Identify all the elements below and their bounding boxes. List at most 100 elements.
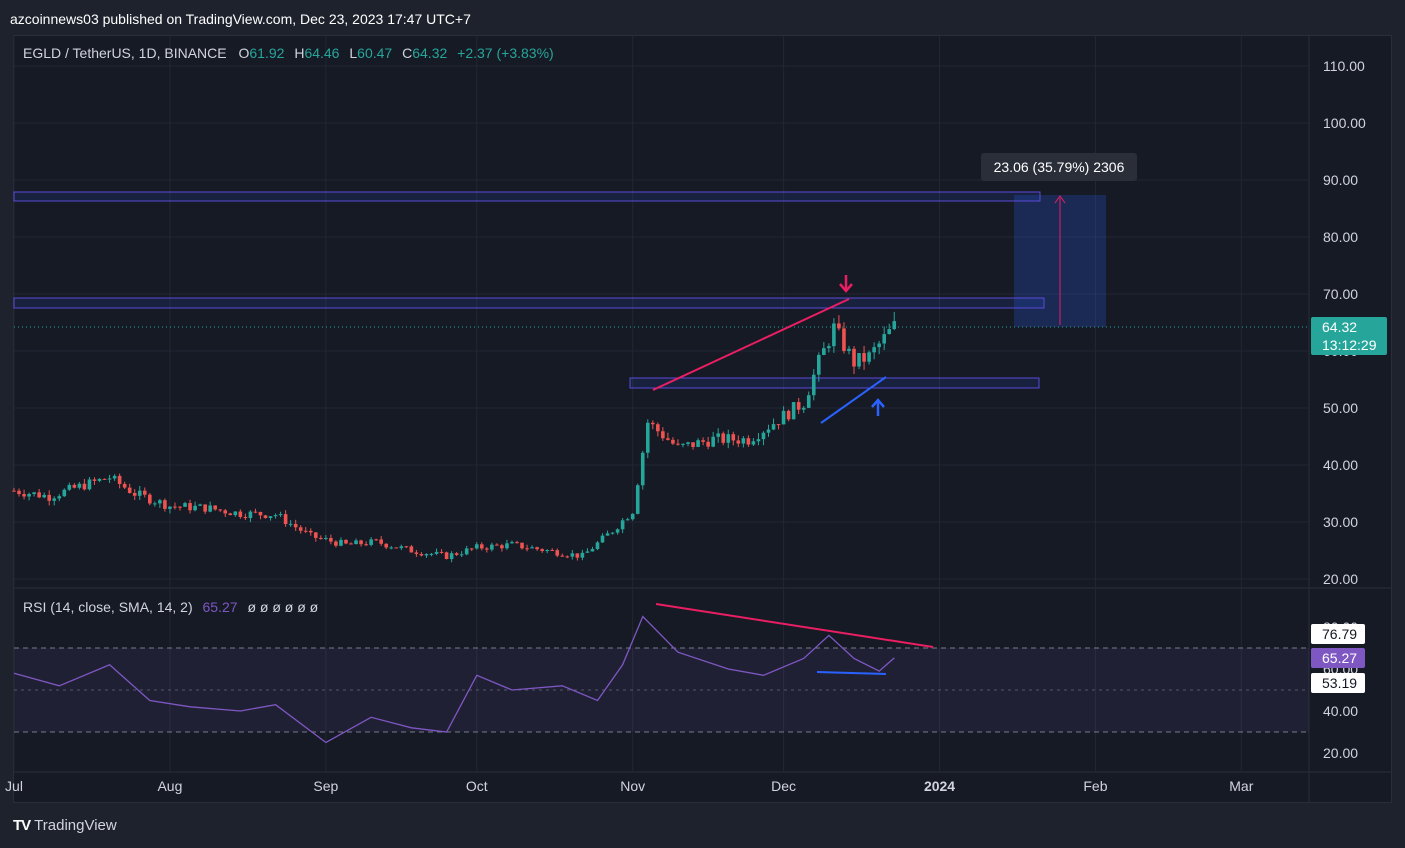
candle-body: [228, 513, 233, 516]
rsi-divergence-line[interactable]: [655, 603, 934, 648]
candle-body: [77, 483, 82, 488]
candle-body: [308, 530, 313, 533]
candle-body: [671, 439, 675, 444]
candle-body: [394, 547, 399, 549]
candle-body: [796, 402, 801, 410]
candle-body: [464, 548, 469, 555]
candle-body: [288, 523, 293, 525]
candle-body: [766, 429, 771, 433]
candle-body: [419, 553, 424, 556]
rsi-line: [13, 615, 895, 744]
candle-body: [791, 402, 796, 420]
candle-body: [22, 494, 26, 497]
candle-body: [817, 354, 821, 375]
candle-body: [243, 516, 248, 519]
candle-body: [459, 554, 464, 556]
candle-body: [882, 334, 886, 344]
zone-upper[interactable]: [13, 191, 1041, 202]
time-axis[interactable]: Jul Aug Sep Oct Nov Dec 2024 Feb Mar: [5, 778, 1254, 794]
footer[interactable]: TV TradingView: [13, 817, 117, 834]
candle-body: [580, 552, 585, 558]
candle-body: [429, 553, 434, 555]
candle-body: [349, 543, 353, 545]
candle-body: [585, 551, 590, 553]
symbol-legend[interactable]: EGLD / TetherUS, 1D, BINANCE O61.92 H64.…: [23, 45, 554, 61]
candle-body: [32, 492, 36, 494]
candle-body: [248, 511, 253, 519]
candle-body: [490, 544, 494, 550]
candle-body: [605, 533, 610, 536]
price-trendline-support[interactable]: [820, 376, 887, 424]
close-value: 64.32: [412, 45, 447, 61]
candle-body: [731, 434, 736, 441]
rsi-na-values: ø ø ø ø ø ø: [247, 599, 318, 615]
candle-body: [127, 487, 132, 493]
down-arrow-icon: [839, 275, 853, 293]
candle-body: [57, 496, 62, 499]
candle-body: [822, 348, 826, 355]
candle-body: [469, 548, 474, 550]
zone-lower[interactable]: [629, 377, 1040, 389]
candle-body: [842, 328, 846, 351]
zone-middle[interactable]: [13, 297, 1045, 309]
rsi-support-line[interactable]: [816, 671, 887, 675]
candle-body: [590, 549, 595, 552]
open-label: O: [238, 45, 249, 61]
low-label: L: [349, 45, 357, 61]
candles[interactable]: [12, 311, 897, 563]
candle-body: [42, 494, 46, 498]
rsi-pane[interactable]: [13, 615, 895, 744]
rsi-tick-label: 40.00: [1323, 703, 1358, 719]
candle-body: [645, 422, 650, 453]
candle-body: [112, 475, 117, 479]
candle-body: [495, 544, 499, 546]
candle-body: [661, 431, 665, 439]
candle-body: [832, 323, 836, 347]
candle-body: [253, 511, 258, 513]
candle-body: [37, 492, 41, 498]
candle-body: [736, 440, 741, 444]
candle-body: [847, 348, 851, 351]
candle-body: [877, 343, 881, 348]
candle-body: [364, 544, 368, 546]
candle-body: [474, 544, 479, 549]
candle-body: [761, 432, 766, 440]
time-tick-label: Jul: [5, 778, 23, 794]
candle-body: [520, 542, 524, 549]
rsi-legend[interactable]: RSI (14, close, SMA, 14, 2) 65.27 ø ø ø …: [23, 599, 319, 615]
price-badge-value: 64.32: [1322, 319, 1357, 335]
up-arrow-icon: [871, 398, 885, 416]
candle-body: [505, 543, 509, 549]
chart-frame[interactable]: [13, 35, 1392, 803]
candle-body: [867, 352, 871, 362]
candle-body: [137, 490, 142, 496]
candle-body: [409, 546, 414, 553]
candle-body: [319, 537, 323, 539]
candle-body: [862, 353, 866, 362]
candle-body: [721, 433, 726, 443]
candle-body: [188, 503, 192, 511]
candle-body: [384, 543, 389, 548]
candle-body: [283, 514, 288, 525]
candle-body: [168, 506, 172, 509]
candle-body: [530, 547, 534, 549]
candle-body: [575, 553, 580, 558]
measure-arrowhead: [1054, 195, 1066, 204]
candle-body: [555, 550, 560, 556]
candle-body: [706, 441, 710, 447]
candle-body: [837, 323, 841, 329]
measure-label-bg: [981, 153, 1137, 181]
candle-body: [293, 523, 298, 528]
candle-body: [268, 516, 273, 518]
price-trendline-up[interactable]: [652, 298, 850, 391]
candle-body: [811, 374, 816, 396]
candle-body: [630, 513, 635, 520]
open-value: 61.92: [249, 45, 284, 61]
candle-body: [887, 329, 892, 335]
candle-body: [570, 553, 575, 557]
candle-body: [339, 539, 343, 546]
price-tick-label: 110.00: [1323, 58, 1365, 74]
candle-body: [439, 551, 444, 553]
candle-body: [444, 552, 449, 560]
